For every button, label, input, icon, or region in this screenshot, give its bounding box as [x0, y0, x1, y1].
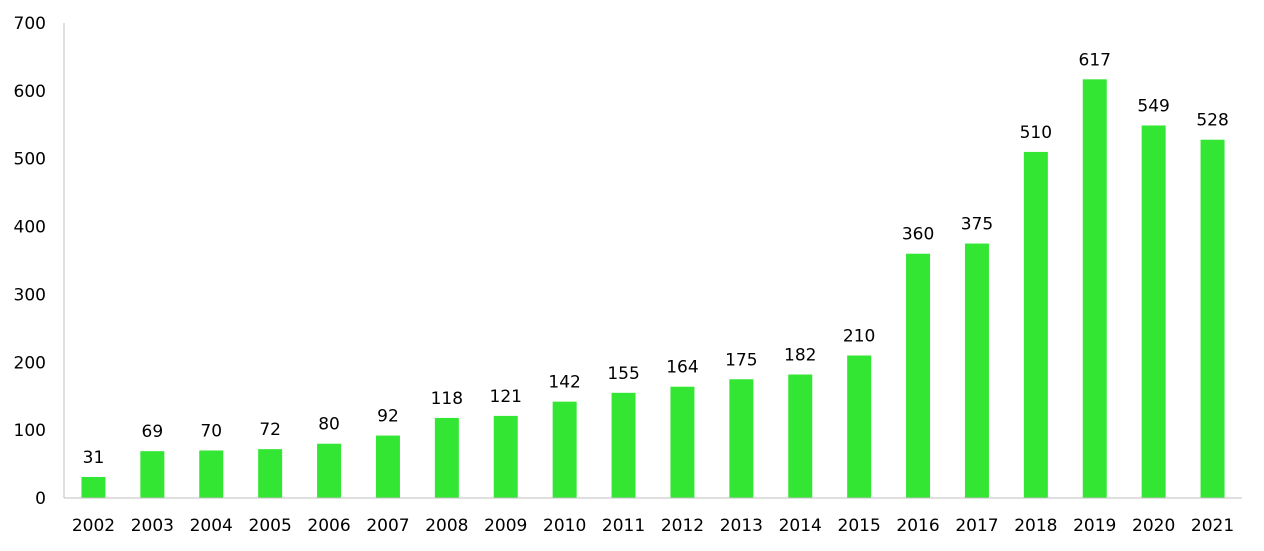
x-tick-label: 2006: [307, 516, 350, 536]
bar: [1023, 151, 1048, 498]
bars: [81, 79, 1225, 499]
bar: [375, 435, 400, 498]
data-label: 142: [548, 373, 580, 393]
data-label: 528: [1196, 111, 1228, 131]
bar: [964, 243, 989, 498]
x-tick-label: 2021: [1191, 516, 1234, 536]
x-tick-label: 2017: [955, 516, 998, 536]
data-label: 69: [142, 422, 164, 442]
data-label: 31: [83, 448, 105, 468]
x-tick-label: 2010: [543, 516, 586, 536]
bar: [317, 443, 342, 498]
y-tick-label: 100: [14, 421, 46, 441]
bar: [670, 386, 695, 498]
bar: [434, 417, 459, 498]
data-label: 375: [961, 215, 993, 235]
x-tick-label: 2005: [249, 516, 292, 536]
data-label: 175: [725, 350, 757, 370]
x-tick-label: 2015: [838, 516, 881, 536]
x-tick-label: 2003: [131, 516, 174, 536]
data-label: 72: [259, 420, 281, 440]
data-label: 182: [784, 346, 816, 366]
data-label: 360: [902, 225, 934, 245]
data-label: 121: [490, 387, 522, 407]
x-tick-label: 2002: [72, 516, 115, 536]
bar: [1082, 79, 1107, 499]
x-tick-label: 2007: [366, 516, 409, 536]
data-label: 80: [318, 415, 340, 435]
y-axis-ticks: 0 100 200 300 400 500 600 700: [14, 14, 46, 509]
x-tick-label: 2004: [190, 516, 233, 536]
data-label: 92: [377, 407, 399, 427]
bar: [1200, 139, 1225, 498]
y-tick-label: 500: [14, 150, 46, 170]
data-label: 118: [431, 389, 463, 409]
x-tick-label: 2020: [1132, 516, 1175, 536]
bar: [199, 450, 224, 498]
bar: [906, 253, 931, 498]
x-tick-label: 2013: [720, 516, 763, 536]
x-tick-label: 2012: [661, 516, 704, 536]
data-label: 549: [1137, 96, 1169, 116]
data-label: 164: [666, 358, 698, 378]
data-label: 510: [1020, 123, 1052, 143]
bar: [729, 379, 754, 498]
data-labels: 31 69 70 72 80 92 118 121 142 155 164 175 182 210 360 3…: [83, 50, 1229, 468]
x-tick-label: 2009: [484, 516, 527, 536]
data-label: 617: [1079, 50, 1111, 70]
bar: [493, 415, 518, 498]
x-tick-label: 2014: [779, 516, 822, 536]
data-label: 70: [200, 422, 222, 442]
bar: [611, 392, 636, 498]
y-tick-label: 0: [35, 489, 46, 509]
bar: [1141, 125, 1166, 498]
data-label: 210: [843, 327, 875, 347]
data-label: 155: [607, 364, 639, 384]
bar: [788, 374, 813, 498]
bar: [258, 449, 283, 498]
bar: [552, 401, 577, 498]
y-tick-label: 400: [14, 218, 46, 238]
bar: [140, 451, 165, 498]
x-tick-label: 2016: [896, 516, 939, 536]
x-tick-label: 2011: [602, 516, 645, 536]
x-tick-label: 2019: [1073, 516, 1116, 536]
bar: [81, 476, 106, 498]
y-tick-label: 700: [14, 14, 46, 34]
bar: [847, 355, 872, 498]
y-tick-label: 200: [14, 353, 46, 373]
y-tick-label: 300: [14, 285, 46, 305]
x-tick-label: 2018: [1014, 516, 1057, 536]
x-axis-labels: 2002 2003 2004 2005 2006 2007 2008 2009 2010 2011…: [72, 516, 1234, 536]
x-tick-label: 2008: [425, 516, 468, 536]
y-tick-label: 600: [14, 82, 46, 102]
